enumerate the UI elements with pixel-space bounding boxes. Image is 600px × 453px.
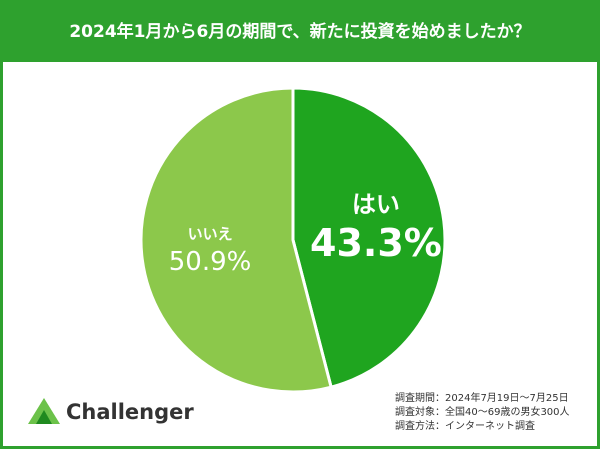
header: [0, 0, 600, 62]
note: 調査対象：全国40〜69歳の男女300人: [395, 405, 570, 418]
note: 調査方法：インターネット調査: [395, 419, 535, 432]
note: 調査期間：2024年7月19日〜7月25日: [395, 391, 569, 404]
logo-icon-inner: [36, 410, 52, 424]
logo-text: Challenger: [66, 400, 194, 424]
pie-slice: [291, 86, 447, 389]
value-label: 43.3%: [310, 221, 442, 265]
value-label: 50.9%: [169, 247, 252, 277]
slice-label: はい: [352, 190, 400, 218]
chart-title: 2024年1月から6月の期間で、新たに投資を始めましたか？: [69, 21, 530, 42]
slice-label: いいえ: [188, 225, 233, 243]
pie-slice: [139, 86, 333, 394]
